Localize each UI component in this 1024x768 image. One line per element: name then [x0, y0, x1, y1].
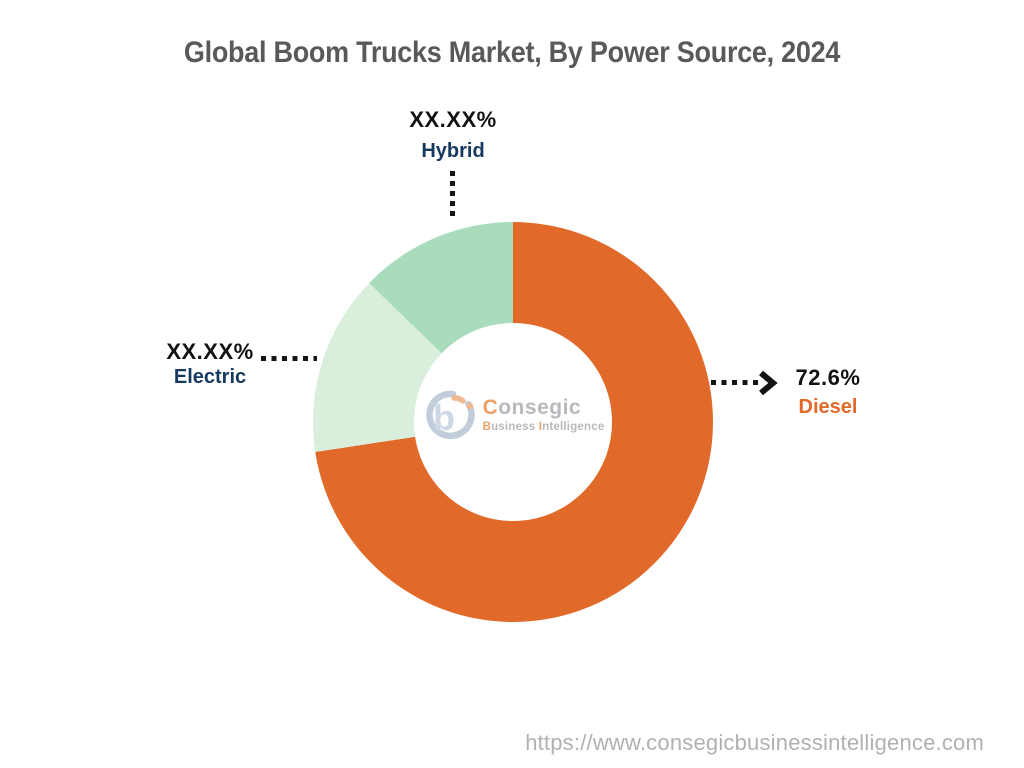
- donut-chart: b Consegic Business Intelligence: [313, 222, 713, 622]
- page-title: Global Boom Trucks Market, By Power Sour…: [183, 36, 841, 69]
- electric-leader-line: [261, 356, 317, 361]
- electric-value: XX.XX%: [166, 339, 254, 364]
- hybrid-label: Hybrid: [421, 140, 485, 162]
- watermark-logo: b Consegic Business Intelligence: [422, 386, 605, 444]
- watermark-brand: Consegic: [482, 395, 582, 419]
- donut-hole: b Consegic Business Intelligence: [414, 323, 612, 521]
- diesel-value: 72.6%: [795, 365, 861, 390]
- diesel-leader-line: [711, 380, 758, 385]
- arrow-right-icon: [759, 370, 778, 396]
- watermark-tagline: Business Intelligence: [482, 420, 605, 433]
- electric-label: Electric: [173, 366, 247, 388]
- hybrid-value: XX.XX%: [409, 107, 497, 132]
- diesel-label: Diesel: [798, 396, 858, 418]
- footer-url: https://www.consegicbusinessintelligence…: [525, 730, 984, 755]
- consegic-logo-icon: b: [425, 390, 475, 440]
- svg-text:b: b: [433, 397, 455, 438]
- hybrid-leader-line: [450, 171, 455, 221]
